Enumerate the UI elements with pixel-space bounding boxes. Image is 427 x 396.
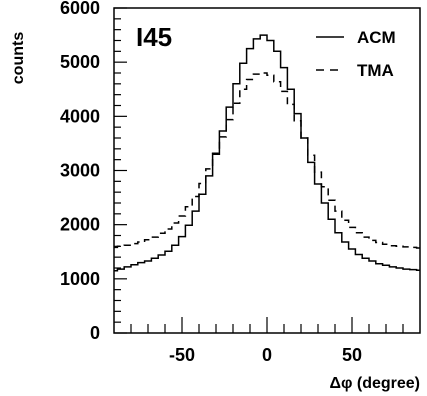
panel-label: I45 bbox=[136, 22, 172, 52]
x-tick-label: 0 bbox=[262, 345, 272, 365]
y-axis-label: counts bbox=[10, 32, 27, 85]
y-tick-label: 4000 bbox=[60, 106, 100, 126]
y-tick-label: 5000 bbox=[60, 52, 100, 72]
y-tick-label: 1000 bbox=[60, 269, 100, 289]
series-group bbox=[114, 34, 420, 272]
axis-ticks bbox=[114, 7, 404, 334]
x-tick-label: -50 bbox=[169, 345, 195, 365]
legend-label-tma: TMA bbox=[357, 61, 394, 80]
legend-label-acm: ACM bbox=[357, 28, 396, 47]
y-tick-label: 6000 bbox=[60, 0, 100, 18]
y-tick-label: 2000 bbox=[60, 215, 100, 235]
x-axis-label: Δφ (degree) bbox=[329, 375, 420, 392]
series-line-acm bbox=[114, 34, 420, 272]
legend: ACM TMA bbox=[316, 28, 396, 80]
plot-frame bbox=[113, 7, 421, 334]
x-tick-labels: -50 0 50 bbox=[169, 345, 362, 365]
x-tick-label: 50 bbox=[342, 345, 362, 365]
y-tick-labels: 0 1000 2000 3000 4000 5000 6000 bbox=[60, 0, 100, 343]
series-line-tma bbox=[114, 72, 420, 249]
y-tick-label: 3000 bbox=[60, 161, 100, 181]
y-tick-label: 0 bbox=[90, 323, 100, 343]
